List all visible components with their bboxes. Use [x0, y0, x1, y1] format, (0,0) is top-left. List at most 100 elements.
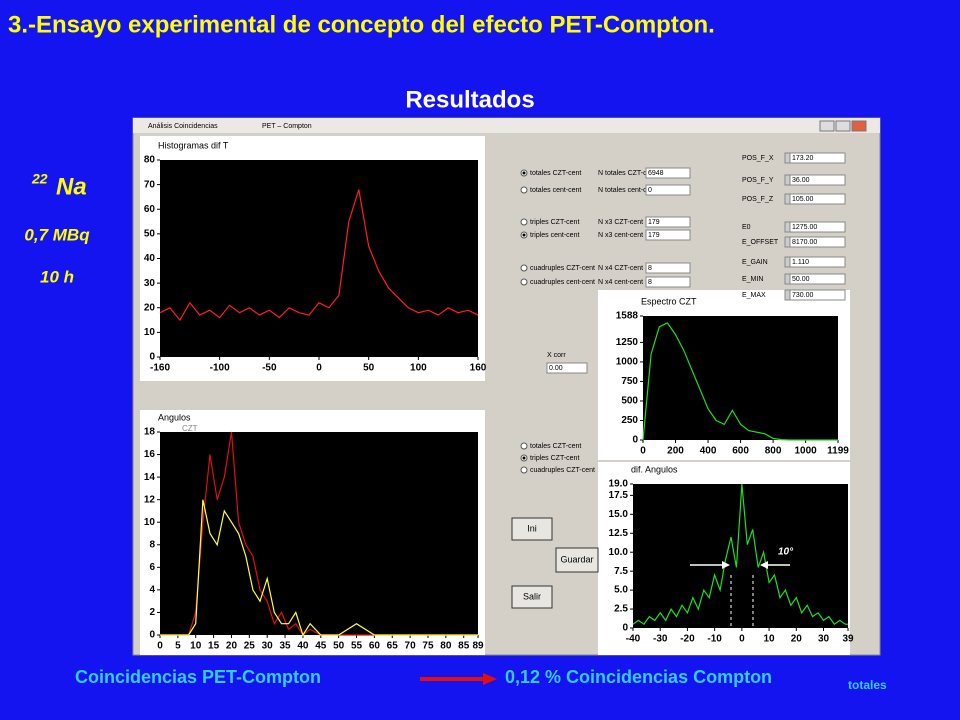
- param-label: POS_F_X: [742, 155, 774, 162]
- text-field[interactable]: [789, 256, 846, 268]
- x-tick-label: -100: [210, 363, 230, 374]
- series-line: [632, 483, 848, 626]
- spinner[interactable]: [784, 289, 791, 301]
- x-corr-label: X corr: [547, 352, 566, 359]
- param-label: POS_F_Y: [742, 177, 774, 184]
- y-tick-label: 30: [144, 278, 156, 289]
- y-tick-label: 16: [144, 449, 156, 460]
- button-label: Guardar: [560, 554, 593, 564]
- text-field[interactable]: [645, 229, 691, 241]
- x-tick-label: 15: [208, 641, 220, 652]
- chart-title: Angulos: [158, 412, 191, 422]
- maximize[interactable]: [835, 120, 851, 132]
- caption-left: Coincidencias PET-Compton: [75, 667, 321, 687]
- series-line: [160, 499, 478, 637]
- radio-label: cuadruples CZT-cent: [530, 467, 595, 474]
- legend-entry: CZT: [182, 424, 198, 433]
- field-value: 8: [648, 279, 652, 286]
- button[interactable]: [511, 585, 553, 609]
- text-field[interactable]: [645, 276, 691, 288]
- x-tick-label: -40: [626, 634, 641, 645]
- y-tick-label: 0: [622, 623, 628, 634]
- x-tick-label: 0: [316, 363, 322, 374]
- y-tick-label: 8: [149, 539, 155, 550]
- radio-label: totales cent-cent: [530, 187, 581, 194]
- y-tick-label: 15.0: [609, 509, 629, 520]
- param-label: E0: [742, 224, 751, 231]
- radio-button[interactable]: [520, 218, 528, 226]
- y-tick-label: 0: [149, 352, 155, 363]
- y-tick-label: 10: [144, 517, 156, 528]
- y-tick-label: 0: [632, 435, 638, 446]
- radio-button[interactable]: [520, 186, 528, 194]
- radio-button[interactable]: [520, 442, 528, 450]
- slide-title: 3.-Ensayo experimental de concepto del e…: [8, 11, 715, 38]
- x-tick-label: 10: [764, 634, 776, 645]
- plot-area: [160, 432, 478, 635]
- subtitle: Resultados: [405, 86, 534, 113]
- x-tick-label: 39: [842, 634, 854, 645]
- text-field[interactable]: [645, 216, 691, 228]
- text-field[interactable]: [789, 152, 846, 164]
- radio-button[interactable]: [520, 264, 528, 272]
- series-line: [642, 322, 838, 441]
- field-value: 1275.00: [792, 224, 817, 231]
- spinner[interactable]: [784, 273, 791, 285]
- annotation-arrows: [690, 561, 790, 628]
- x-tick-label: 30: [818, 634, 830, 645]
- text-field[interactable]: [789, 174, 846, 186]
- count-label: N x3 CZT-cent: [598, 219, 643, 226]
- spinner[interactable]: [784, 236, 791, 248]
- radio-label: cuadruples cent-cent: [530, 279, 595, 286]
- radio-label: triples cent-cent: [530, 232, 579, 239]
- y-tick-label: 18: [144, 427, 156, 438]
- x-tick-label: 1000: [795, 446, 818, 457]
- x-tick-label: 70: [405, 641, 417, 652]
- minimize[interactable]: [819, 120, 835, 132]
- text-field[interactable]: [645, 167, 691, 179]
- text-field[interactable]: [645, 262, 691, 274]
- radio-label: triples CZT-cent: [530, 219, 579, 226]
- x-tick-label: 0: [739, 634, 745, 645]
- x-tick-label: 160: [470, 363, 487, 374]
- x-tick-label: 20: [791, 634, 803, 645]
- y-tick-label: 12.5: [609, 528, 629, 539]
- x-tick-label: 65: [387, 641, 399, 652]
- count-label: N x3 cent-cent: [598, 232, 643, 239]
- x-tick-label: 600: [732, 446, 749, 457]
- text-field[interactable]: [789, 193, 846, 205]
- spinner[interactable]: [784, 174, 791, 186]
- text-field[interactable]: [789, 289, 846, 301]
- param-label: E_MAX: [742, 292, 766, 299]
- close[interactable]: [851, 120, 867, 132]
- field-value: 173.20: [792, 155, 814, 162]
- x-tick-label: 25: [244, 641, 256, 652]
- field-value: 50.00: [792, 276, 810, 283]
- chart-title: dif. Angulos: [631, 464, 678, 474]
- button[interactable]: [555, 547, 599, 573]
- radio-button[interactable]: [520, 278, 528, 286]
- radio-button[interactable]: [520, 466, 528, 474]
- caption-subscript: totales: [848, 678, 887, 692]
- text-field[interactable]: [546, 362, 588, 374]
- x-tick-label: 89: [472, 641, 484, 652]
- x-tick-label: 50: [363, 363, 375, 374]
- y-tick-label: 60: [144, 204, 156, 215]
- text-field[interactable]: [789, 221, 846, 233]
- text-field[interactable]: [645, 184, 691, 196]
- spinner[interactable]: [784, 256, 791, 268]
- y-tick-label: 50: [144, 229, 156, 240]
- spinner[interactable]: [784, 193, 791, 205]
- arrow-head: [722, 561, 730, 569]
- x-tick-label: 80: [440, 641, 452, 652]
- count-label: N x4 cent-cent: [598, 279, 643, 286]
- x-tick-label: 85: [458, 641, 470, 652]
- text-field[interactable]: [789, 273, 846, 285]
- text-field[interactable]: [789, 236, 846, 248]
- spinner[interactable]: [784, 152, 791, 164]
- duration: 10 h: [40, 267, 74, 286]
- spinner[interactable]: [784, 221, 791, 233]
- button[interactable]: [511, 517, 553, 541]
- caption-arrow-head: [483, 673, 497, 685]
